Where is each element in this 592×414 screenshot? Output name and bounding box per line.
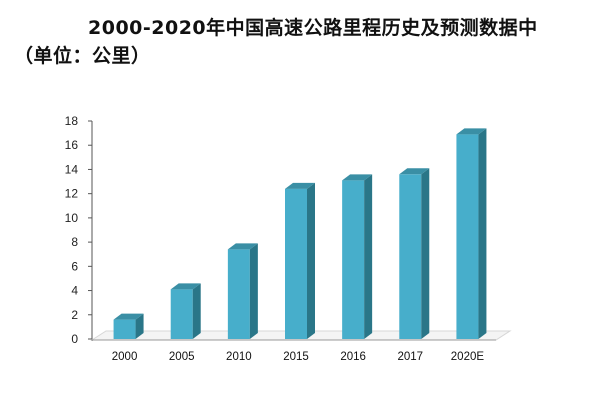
y-tick-label: 14 — [65, 162, 79, 176]
bar-front — [113, 319, 136, 339]
bar — [456, 128, 487, 339]
y-tick-label: 10 — [65, 211, 79, 225]
bar-top — [113, 313, 144, 320]
bar-top — [170, 283, 201, 290]
x-axis-labels: 2000 2005 2010 2015 2016 2017 2020E — [112, 351, 485, 363]
y-tick-label: 12 — [65, 187, 79, 201]
y-tick-label: 8 — [71, 235, 78, 249]
y-tick-label: 18 — [65, 114, 79, 128]
y-axis: 0 2 4 6 8 10 12 14 16 18 — [65, 114, 93, 346]
bar-top — [285, 182, 315, 189]
bar — [342, 174, 373, 339]
y-ticks: 0 2 4 6 8 10 12 14 16 18 — [65, 114, 92, 346]
bar-front — [399, 174, 422, 339]
bar — [227, 243, 258, 339]
bar-front — [456, 134, 479, 339]
bar-side — [192, 283, 201, 339]
chart-title: 2000-2020年中国高速公路里程历史及预测数据中（单位：公里） — [14, 17, 538, 67]
y-tick-label: 4 — [71, 284, 78, 298]
bars — [113, 128, 487, 339]
bar-side — [364, 174, 373, 339]
bar-top — [399, 168, 430, 175]
bar-side — [135, 313, 144, 339]
bar — [170, 283, 201, 339]
bar-front — [227, 249, 250, 339]
bar-front — [342, 180, 365, 339]
x-tick-label: 2010 — [226, 351, 252, 363]
y-tick-label: 16 — [65, 138, 79, 152]
bar-side — [478, 128, 487, 339]
x-tick-label: 2020E — [451, 351, 485, 363]
bar-front — [285, 188, 307, 339]
bar-top — [456, 128, 487, 135]
x-tick-label: 2016 — [340, 351, 366, 363]
bar — [285, 182, 315, 339]
bar — [113, 313, 144, 339]
x-tick-label: 2005 — [169, 351, 195, 363]
bar-side — [249, 243, 258, 339]
bar-front — [170, 289, 193, 339]
x-tick-label: 2015 — [283, 351, 309, 363]
bar-top — [227, 243, 258, 250]
y-tick-label: 6 — [71, 259, 78, 273]
bar-side — [307, 182, 315, 339]
bar — [399, 168, 430, 339]
x-tick-label: 2000 — [112, 351, 138, 363]
x-tick-label: 2017 — [397, 351, 423, 363]
bar-top — [342, 174, 373, 181]
y-tick-label: 0 — [71, 332, 78, 346]
bar-side — [421, 168, 430, 339]
y-tick-label: 2 — [71, 308, 78, 322]
